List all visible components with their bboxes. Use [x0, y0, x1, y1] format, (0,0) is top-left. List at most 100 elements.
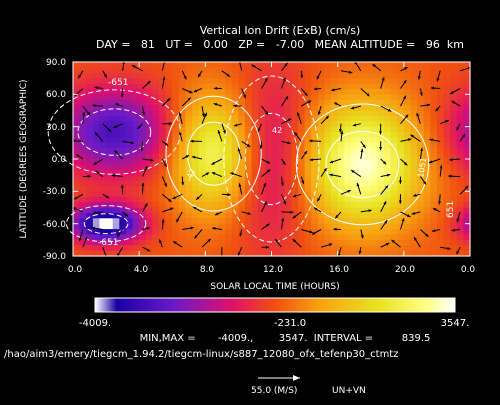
heatmap-cell	[344, 170, 351, 176]
heatmap-cell	[192, 73, 199, 79]
heatmap-cell	[86, 84, 93, 90]
heatmap-cell	[166, 116, 173, 122]
heatmap-cell	[172, 175, 179, 181]
heatmap-cell	[258, 62, 265, 68]
heatmap-cell	[457, 240, 464, 246]
heatmap-cell	[86, 159, 93, 165]
heatmap-cell	[133, 148, 140, 154]
heatmap-cell	[93, 121, 100, 127]
heatmap-cell	[139, 229, 146, 235]
heatmap-cell	[324, 202, 331, 208]
heatmap-cell	[172, 234, 179, 240]
heatmap-cell	[285, 132, 292, 138]
heatmap-cell	[351, 78, 358, 84]
heatmap-cell	[338, 181, 345, 187]
heatmap-cell	[424, 84, 431, 90]
heatmap-cell	[371, 116, 378, 122]
heatmap-cell	[384, 143, 391, 149]
heatmap-cell	[106, 218, 113, 224]
heatmap-cell	[371, 245, 378, 251]
heatmap-cell	[212, 148, 219, 154]
heatmap-cell	[179, 143, 186, 149]
heatmap-cell	[93, 186, 100, 192]
heatmap-cell	[444, 78, 451, 84]
heatmap-cell	[258, 89, 265, 95]
heatmap-cell	[73, 159, 80, 165]
heatmap-cell	[338, 154, 345, 160]
heatmap-cell	[232, 218, 239, 224]
heatmap-cell	[437, 111, 444, 117]
heatmap-cell	[338, 62, 345, 68]
heatmap-cell	[179, 94, 186, 100]
heatmap-cell	[238, 78, 245, 84]
heatmap-cell	[185, 186, 192, 192]
heatmap-cell	[351, 111, 358, 117]
heatmap-cell	[119, 116, 126, 122]
heatmap-cell	[424, 191, 431, 197]
heatmap-cell	[126, 229, 133, 235]
heatmap-cell	[285, 105, 292, 111]
heatmap-cell	[417, 218, 424, 224]
heatmap-cell	[232, 94, 239, 100]
heatmap-cell	[384, 116, 391, 122]
heatmap-cell	[371, 240, 378, 246]
heatmap-cell	[430, 213, 437, 219]
heatmap-cell	[298, 62, 305, 68]
heatmap-cell	[199, 245, 206, 251]
heatmap-cell	[258, 229, 265, 235]
heatmap-cell	[364, 181, 371, 187]
heatmap-cell	[146, 218, 153, 224]
heatmap-cell	[199, 202, 206, 208]
heatmap-cell	[424, 89, 431, 95]
heatmap-cell	[331, 229, 338, 235]
heatmap-cell	[424, 240, 431, 246]
heatmap-cell	[245, 202, 252, 208]
heatmap-cell	[252, 111, 259, 117]
heatmap-cell	[437, 67, 444, 73]
heatmap-cell	[252, 105, 259, 111]
heatmap-cell	[311, 67, 318, 73]
heatmap-cell	[291, 67, 298, 73]
heatmap-cell	[212, 202, 219, 208]
heatmap-cell	[93, 218, 100, 224]
heatmap-cell	[119, 181, 126, 187]
heatmap-cell	[225, 240, 232, 246]
heatmap-cell	[278, 213, 285, 219]
heatmap-cell	[252, 148, 259, 154]
heatmap-cell	[93, 143, 100, 149]
heatmap-cell	[272, 218, 279, 224]
heatmap-cell	[404, 191, 411, 197]
heatmap-cell	[192, 84, 199, 90]
contour-label: 42	[272, 126, 282, 135]
contour-label: -651	[108, 78, 128, 88]
heatmap-cell	[397, 127, 404, 133]
heatmap-cell	[391, 127, 398, 133]
heatmap-cell	[364, 229, 371, 235]
heatmap-cell	[225, 143, 232, 149]
heatmap-cell	[205, 175, 212, 181]
heatmap-cell	[424, 127, 431, 133]
heatmap-cell	[106, 229, 113, 235]
heatmap-cell	[424, 67, 431, 73]
heatmap-cell	[331, 67, 338, 73]
heatmap-cell	[126, 240, 133, 246]
heatmap-cell	[430, 132, 437, 138]
heatmap-cell	[272, 229, 279, 235]
heatmap-cell	[139, 116, 146, 122]
heatmap-cell	[238, 132, 245, 138]
heatmap-cell	[245, 159, 252, 165]
heatmap-cell	[377, 164, 384, 170]
heatmap-cell	[344, 181, 351, 187]
heatmap-cell	[205, 186, 212, 192]
heatmap-cell	[311, 116, 318, 122]
heatmap-cell	[192, 224, 199, 230]
heatmap-cell	[159, 73, 166, 79]
heatmap-cell	[437, 116, 444, 122]
heatmap-cell	[258, 94, 265, 100]
heatmap-cell	[430, 78, 437, 84]
heatmap-cell	[252, 164, 259, 170]
heatmap-cell	[126, 132, 133, 138]
heatmap-cell	[80, 218, 87, 224]
heatmap-cell	[450, 78, 457, 84]
heatmap-cell	[166, 213, 173, 219]
